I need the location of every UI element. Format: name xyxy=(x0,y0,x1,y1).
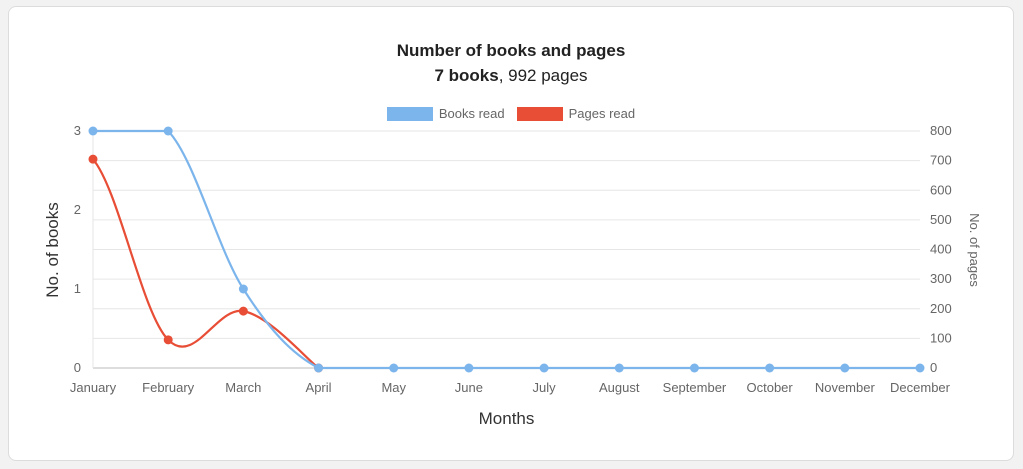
data-point-books xyxy=(389,363,399,373)
y-axis-title-left: No. of books xyxy=(43,202,62,297)
y-tick-label-left: 1 xyxy=(74,281,81,296)
data-point-books xyxy=(163,126,173,136)
series-line-pages xyxy=(92,158,320,369)
chart-titles: Number of books and pages 7 books, 992 p… xyxy=(9,39,1013,89)
legend-swatch-books xyxy=(386,106,433,121)
x-tick-label: March xyxy=(225,380,261,395)
x-tick-label: December xyxy=(890,380,951,395)
y-tick-label-right: 600 xyxy=(930,182,952,197)
x-tick-label: February xyxy=(142,380,195,395)
legend-swatch-pages xyxy=(516,106,563,121)
data-point-books xyxy=(689,363,699,373)
y-axis-title-right: No. of pages xyxy=(967,213,982,287)
chart-card: Number of books and pages 7 books, 992 p… xyxy=(8,6,1014,461)
y-tick-label-right: 800 xyxy=(930,123,952,138)
y-tick-label-right: 300 xyxy=(930,271,952,286)
y-tick-label-right: 500 xyxy=(930,212,952,227)
y-tick-label-right: 700 xyxy=(930,153,952,168)
data-point-books xyxy=(88,126,98,136)
x-tick-label: June xyxy=(455,380,483,395)
x-tick-label: April xyxy=(306,380,332,395)
data-point-books xyxy=(915,363,925,373)
y-tick-label-left: 2 xyxy=(74,202,81,217)
x-axis-title: Months xyxy=(479,409,535,428)
subtitle-pages-count: , 992 pages xyxy=(498,66,588,85)
data-point-pages xyxy=(88,154,98,164)
y-tick-label-right: 200 xyxy=(930,301,952,316)
chart-subtitle: 7 books, 992 pages xyxy=(9,63,1013,89)
x-tick-label: January xyxy=(70,380,117,395)
chart-legend: Books read Pages read xyxy=(9,106,1013,121)
data-point-books xyxy=(464,363,474,373)
y-tick-label-left: 3 xyxy=(74,123,81,138)
x-tick-label: September xyxy=(663,380,727,395)
data-point-books xyxy=(238,284,248,294)
x-tick-label: July xyxy=(533,380,557,395)
legend-item-pages[interactable]: Pages read xyxy=(516,106,636,121)
data-point-books xyxy=(765,363,775,373)
x-tick-label: November xyxy=(815,380,876,395)
y-tick-label-left: 0 xyxy=(74,360,81,375)
data-point-pages xyxy=(238,306,248,316)
x-tick-label: August xyxy=(599,380,640,395)
chart-title: Number of books and pages xyxy=(396,41,626,60)
x-tick-label: May xyxy=(381,380,406,395)
legend-item-books[interactable]: Books read xyxy=(386,106,505,121)
legend-label-pages: Pages read xyxy=(568,106,636,121)
subtitle-books-count: 7 books xyxy=(434,66,499,85)
data-point-books xyxy=(539,363,549,373)
data-point-books xyxy=(840,363,850,373)
x-tick-label: October xyxy=(747,380,794,395)
data-point-pages xyxy=(163,335,173,345)
data-point-books xyxy=(314,363,324,373)
data-point-books xyxy=(614,363,624,373)
y-tick-label-right: 0 xyxy=(930,360,937,375)
legend-label-books: Books read xyxy=(438,106,505,121)
y-tick-label-right: 400 xyxy=(930,242,952,257)
y-tick-label-right: 100 xyxy=(930,330,952,345)
